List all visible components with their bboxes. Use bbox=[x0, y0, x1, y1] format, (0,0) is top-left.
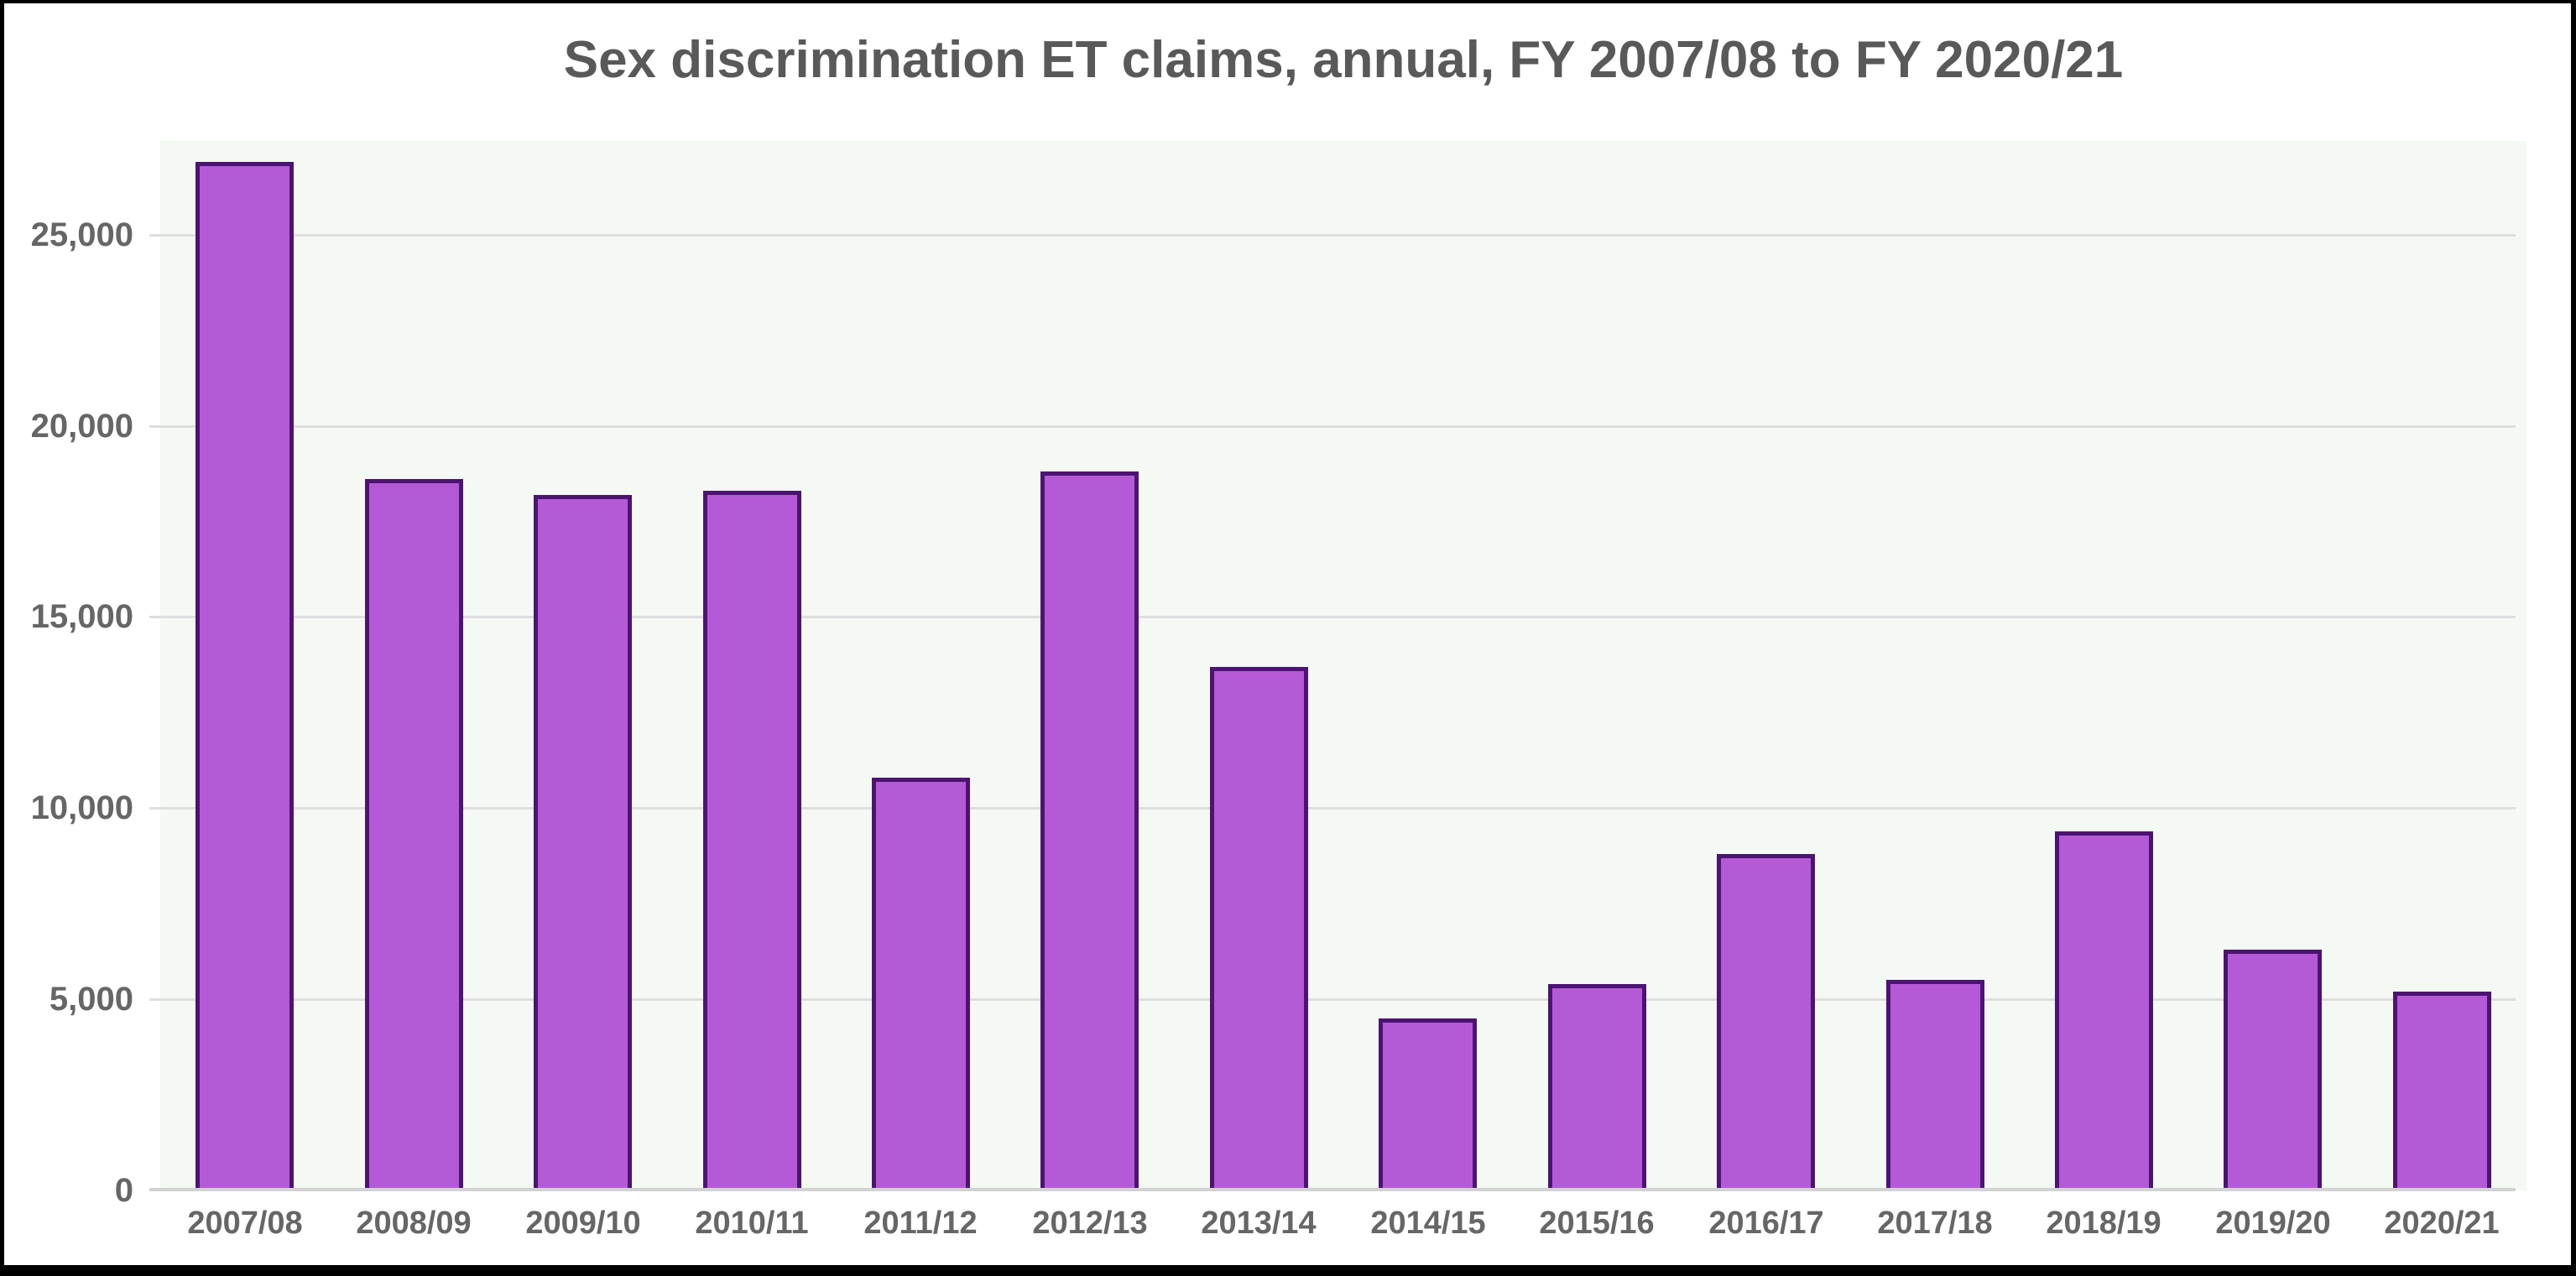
x-axis-tick-label: 2018/19 bbox=[2046, 1206, 2161, 1241]
y-axis-tick-label: 15,000 bbox=[30, 598, 133, 635]
bar-2012-13 bbox=[1040, 471, 1139, 1190]
gridline bbox=[149, 234, 2516, 237]
gridline bbox=[149, 425, 2516, 428]
y-axis-tick-label: 10,000 bbox=[30, 789, 133, 826]
x-axis-tick-label: 2008/09 bbox=[356, 1206, 472, 1241]
x-axis-tick-label: 2016/17 bbox=[1708, 1206, 1824, 1241]
x-axis-tick-label: 2012/13 bbox=[1032, 1206, 1148, 1241]
y-axis-tick-label: 5,000 bbox=[49, 981, 133, 1018]
x-axis-tick-label: 2007/08 bbox=[187, 1206, 303, 1241]
plot-area bbox=[149, 141, 2526, 1191]
y-axis-tick-label: 25,000 bbox=[30, 216, 133, 253]
x-axis-tick-label: 2019/20 bbox=[2215, 1206, 2331, 1241]
x-axis-line bbox=[149, 1188, 2516, 1191]
bar-2016-17 bbox=[1717, 854, 1815, 1190]
bar-2020-21 bbox=[2393, 992, 2491, 1190]
y-axis-tick-label: 20,000 bbox=[30, 408, 133, 445]
bar-2013-14 bbox=[1210, 667, 1308, 1190]
chart-card: Sex discrimination ET claims, annual, FY… bbox=[4, 3, 2571, 1265]
gridline bbox=[149, 616, 2516, 618]
bar-2007-08 bbox=[196, 162, 294, 1190]
bar-2009-10 bbox=[534, 495, 632, 1190]
x-axis-tick-label: 2011/12 bbox=[863, 1206, 978, 1241]
x-axis-tick-label: 2014/15 bbox=[1370, 1206, 1486, 1241]
x-axis-tick-label: 2013/14 bbox=[1201, 1206, 1317, 1241]
bar-2010-11 bbox=[703, 491, 801, 1190]
bar-2019-20 bbox=[2224, 950, 2322, 1190]
gridline bbox=[149, 998, 2516, 1001]
bar-2008-09 bbox=[365, 479, 463, 1190]
x-axis-tick-label: 2015/16 bbox=[1539, 1206, 1655, 1241]
x-axis-tick-label: 2010/11 bbox=[695, 1206, 809, 1241]
x-axis-tick-label: 2009/10 bbox=[525, 1206, 641, 1241]
bar-2011-12 bbox=[872, 778, 970, 1190]
chart-title: Sex discrimination ET claims, annual, FY… bbox=[563, 31, 2124, 89]
bar-2017-18 bbox=[1886, 980, 1984, 1190]
bar-2018-19 bbox=[2055, 831, 2153, 1190]
x-axis-tick-label: 2017/18 bbox=[1877, 1206, 1993, 1241]
bar-2015-16 bbox=[1548, 984, 1646, 1190]
gridline bbox=[149, 807, 2516, 810]
bar-2014-15 bbox=[1379, 1018, 1477, 1190]
y-axis-tick-label: 0 bbox=[114, 1172, 133, 1209]
x-axis-tick-label: 2020/21 bbox=[2384, 1206, 2500, 1241]
